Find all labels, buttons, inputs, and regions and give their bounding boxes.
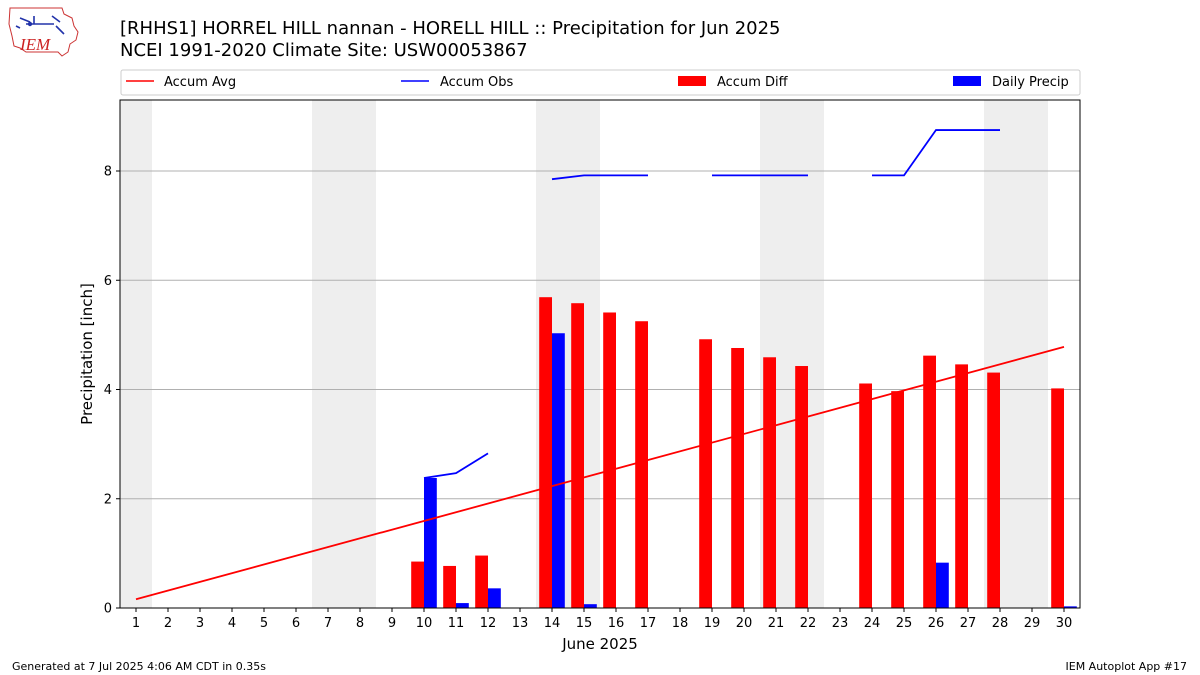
x-tick-label: 16 <box>608 616 625 631</box>
x-tick-label: 17 <box>640 616 657 631</box>
accum-diff-bar <box>859 383 872 608</box>
legend-label-accum-avg: Accum Avg <box>164 75 236 90</box>
x-tick-label: 18 <box>672 616 689 631</box>
legend-label-accum-diff: Accum Diff <box>717 75 789 90</box>
daily-precip-bar <box>456 603 469 608</box>
x-tick-label: 5 <box>260 616 268 631</box>
accum-diff-bar <box>635 321 648 608</box>
x-tick-label: 26 <box>928 616 945 631</box>
x-tick-label: 27 <box>960 616 977 631</box>
daily-precip-bar <box>584 604 597 608</box>
x-tick-label: 15 <box>576 616 593 631</box>
weekend-band <box>120 100 152 608</box>
weekend-band <box>344 100 376 608</box>
daily-precip-bar <box>488 588 501 608</box>
x-tick-label: 23 <box>832 616 849 631</box>
accum-diff-bar <box>731 347 744 608</box>
x-axis: 1 2 3 4 5 6 7 8 9 10 11 12 13 14 15 16 17 18 19 20 21 22 23 24 2… <box>132 608 1072 631</box>
accum-obs-line <box>872 129 1000 177</box>
legend-label-daily-precip: Daily Precip <box>992 75 1069 90</box>
y-axis-label: Precipitation [inch] <box>78 283 96 425</box>
legend-swatch-accum-diff <box>678 76 706 86</box>
x-tick-label: 6 <box>292 616 300 631</box>
x-tick-label: 11 <box>448 616 465 631</box>
daily-precip-bar <box>1064 606 1077 608</box>
iem-logo: IEM <box>8 7 79 57</box>
chart-subtitle: NCEI 1991-2020 Climate Site: USW00053867 <box>120 40 528 61</box>
footer-app-text: IEM Autoplot App #17 <box>1065 660 1188 673</box>
weekend-band <box>312 100 344 608</box>
accum-diff-bar <box>539 297 552 608</box>
chart-title: [RHHS1] HORREL HILL nannan - HORELL HILL… <box>120 18 781 39</box>
x-tick-label: 1 <box>132 616 140 631</box>
accum-diff-bar <box>571 303 584 608</box>
daily-precip-bar <box>552 333 565 608</box>
footer-generated-text: Generated at 7 Jul 2025 4:06 AM CDT in 0… <box>12 660 266 673</box>
x-tick-label: 14 <box>544 616 561 631</box>
accum-diff-bar <box>443 565 456 608</box>
y-tick-label: 0 <box>104 602 112 617</box>
x-tick-label: 20 <box>736 616 753 631</box>
x-tick-label: 13 <box>512 616 529 631</box>
accum-obs-line <box>423 452 489 479</box>
accum-diff-bar <box>411 561 424 608</box>
x-tick-label: 3 <box>196 616 204 631</box>
accum-diff-bar <box>891 391 904 608</box>
y-tick-label: 4 <box>104 383 112 398</box>
chart-legend: Accum Avg Accum Obs Accum Diff Daily Pre… <box>120 69 1081 96</box>
x-tick-label: 28 <box>992 616 1009 631</box>
x-tick-label: 4 <box>228 616 236 631</box>
x-tick-label: 19 <box>704 616 721 631</box>
y-gridlines <box>120 170 1080 500</box>
weekend-band <box>1016 100 1048 608</box>
x-tick-label: 10 <box>416 616 433 631</box>
x-tick-label: 12 <box>480 616 497 631</box>
logo-text: IEM <box>19 35 51 54</box>
y-tick-label: 6 <box>104 274 112 289</box>
x-tick-label: 7 <box>324 616 332 631</box>
x-tick-label: 22 <box>800 616 817 631</box>
x-tick-label: 8 <box>356 616 364 631</box>
line-series <box>135 129 1065 601</box>
x-tick-label: 29 <box>1024 616 1041 631</box>
accum-diff-bar <box>1051 388 1064 608</box>
accum-diff-bar <box>923 355 936 608</box>
y-tick-label: 8 <box>104 165 112 180</box>
accum-diff-bar <box>699 339 712 608</box>
plot-frame <box>119 99 1081 609</box>
x-axis-label: June 2025 <box>561 635 638 653</box>
legend-label-accum-obs: Accum Obs <box>440 75 513 90</box>
accum-diff-bar <box>763 357 776 608</box>
accum-diff-bar <box>603 312 616 608</box>
accum-diff-bar <box>987 372 1000 608</box>
x-tick-label: 2 <box>164 616 172 631</box>
x-tick-label: 30 <box>1056 616 1073 631</box>
legend-swatch-daily-precip <box>953 76 981 86</box>
x-tick-label: 25 <box>896 616 913 631</box>
x-tick-label: 21 <box>768 616 785 631</box>
accum-diff-bar <box>795 366 808 608</box>
x-tick-label: 9 <box>388 616 396 631</box>
y-tick-label: 2 <box>104 492 112 507</box>
accum-avg-line <box>135 346 1065 601</box>
accum-obs-line <box>551 174 648 181</box>
daily-precip-bar <box>936 562 949 608</box>
daily-precip-bar <box>424 477 437 608</box>
bar-series <box>411 297 1077 608</box>
x-tick-label: 24 <box>864 616 881 631</box>
accum-diff-bar <box>475 555 488 608</box>
accum-diff-bar <box>955 364 968 608</box>
y-axis: 0 2 4 6 8 <box>104 165 120 617</box>
